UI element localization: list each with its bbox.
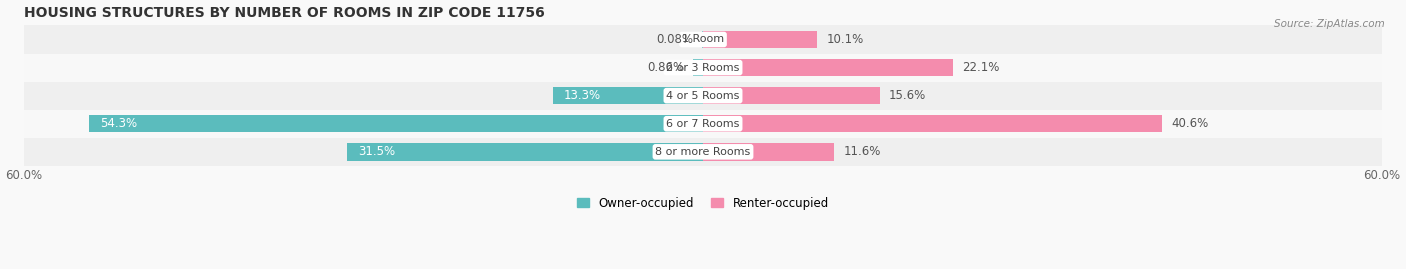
Bar — [89, 115, 703, 132]
Text: 8 or more Rooms: 8 or more Rooms — [655, 147, 751, 157]
Bar — [347, 143, 703, 161]
Bar — [693, 59, 703, 76]
Bar — [24, 82, 1382, 110]
Bar — [703, 115, 1163, 132]
Text: 54.3%: 54.3% — [100, 117, 136, 130]
Legend: Owner-occupied, Renter-occupied: Owner-occupied, Renter-occupied — [572, 192, 834, 214]
Text: 0.86%: 0.86% — [647, 61, 685, 74]
Text: Source: ZipAtlas.com: Source: ZipAtlas.com — [1274, 19, 1385, 29]
Text: 6 or 7 Rooms: 6 or 7 Rooms — [666, 119, 740, 129]
Text: 1 Room: 1 Room — [682, 34, 724, 44]
Bar — [703, 87, 880, 104]
Bar — [553, 87, 703, 104]
Bar — [24, 54, 1382, 82]
Text: 4 or 5 Rooms: 4 or 5 Rooms — [666, 91, 740, 101]
Text: 22.1%: 22.1% — [962, 61, 1000, 74]
Bar — [703, 31, 817, 48]
Text: HOUSING STRUCTURES BY NUMBER OF ROOMS IN ZIP CODE 11756: HOUSING STRUCTURES BY NUMBER OF ROOMS IN… — [24, 6, 546, 20]
Text: 15.6%: 15.6% — [889, 89, 925, 102]
Text: 40.6%: 40.6% — [1171, 117, 1209, 130]
Text: 31.5%: 31.5% — [359, 145, 395, 158]
Bar — [24, 138, 1382, 166]
Text: 2 or 3 Rooms: 2 or 3 Rooms — [666, 63, 740, 73]
Text: 0.08%: 0.08% — [657, 33, 693, 46]
Text: 10.1%: 10.1% — [827, 33, 863, 46]
Text: 11.6%: 11.6% — [844, 145, 880, 158]
Bar — [24, 26, 1382, 54]
Bar — [24, 110, 1382, 138]
Bar — [703, 59, 953, 76]
Text: 13.3%: 13.3% — [564, 89, 600, 102]
Bar — [703, 143, 834, 161]
